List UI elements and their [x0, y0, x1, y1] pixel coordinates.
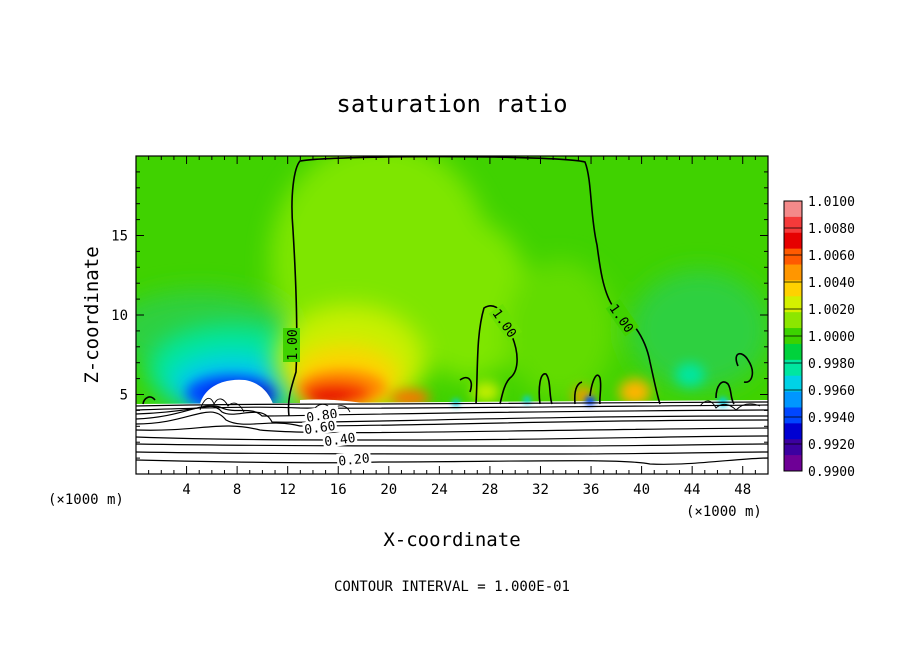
y-tick-label: 15 — [111, 229, 128, 245]
colorbar-label: 1.0100 — [808, 195, 855, 210]
x-tick-label: 40 — [633, 482, 650, 498]
x-tick-label: 4 — [182, 482, 190, 498]
plot-area — [136, 156, 768, 474]
x-unit-left: (×1000 m) — [48, 492, 124, 508]
colorbar-swatch — [784, 343, 802, 361]
colorbar-label: 1.0060 — [808, 249, 855, 264]
colorbar-swatch — [784, 248, 802, 266]
colorbar-swatch — [784, 455, 802, 472]
contour-label-0-20: 0.20 — [338, 451, 371, 469]
colorbar-swatch — [784, 216, 802, 234]
x-tick-label: 8 — [233, 482, 241, 498]
colorbar-swatch — [784, 312, 802, 329]
x-tick-label: 48 — [734, 482, 751, 498]
colorbar-label: 0.9920 — [808, 438, 855, 453]
contour-label-1-00-a: 1.00 — [286, 329, 301, 360]
x-tick-label: 28 — [481, 482, 498, 498]
colorbar-swatch — [784, 375, 802, 393]
x-axis: 4 8 12 16 20 24 28 32 36 40 44 48 — [148, 156, 756, 498]
x-tick-label: 16 — [330, 482, 347, 498]
colorbar-label: 1.0000 — [808, 330, 855, 345]
colorbar-label: 0.9960 — [808, 384, 855, 399]
colorbar-label: 0.9940 — [808, 411, 855, 426]
colorbar-swatch — [784, 280, 802, 297]
colorbar-swatch — [784, 391, 802, 408]
x-tick-label: 44 — [684, 482, 701, 498]
contour-bands — [136, 401, 768, 465]
colorbar: 1.0100 1.0080 1.0060 1.0040 1.0020 1.0000 0.99… — [783, 195, 855, 480]
colorbar-swatch — [784, 407, 802, 424]
x-axis-label: X-coordinate — [383, 529, 520, 551]
colorbar-label: 1.0080 — [808, 222, 855, 237]
colorbar-swatch — [784, 423, 802, 440]
y-tick-label: 10 — [111, 308, 128, 324]
colorbar-label: 1.0040 — [808, 276, 855, 291]
x-unit-right: (×1000 m) — [686, 504, 762, 520]
x-tick-label: 20 — [380, 482, 397, 498]
colorbar-swatch — [784, 296, 802, 313]
contour-interval-note: CONTOUR INTERVAL = 1.000E-01 — [334, 579, 570, 595]
x-tick-label: 12 — [279, 482, 296, 498]
contour-label-0-40: 0.40 — [324, 431, 357, 450]
colorbar-label: 0.9980 — [808, 357, 855, 372]
colorbar-label: 0.9900 — [808, 465, 855, 480]
x-tick-label: 36 — [583, 482, 600, 498]
contour-label-0-60: 0.60 — [304, 419, 337, 438]
contour-labels: 1.00 1.00 1.00 0.80 0.60 0.40 0.20 — [283, 298, 640, 470]
y-axis-label: Z-coordinate — [81, 246, 103, 383]
chart-title: saturation ratio — [336, 90, 567, 118]
colorbar-label: 1.0020 — [808, 303, 855, 318]
colorbar-swatch — [784, 201, 802, 218]
x-tick-label: 24 — [431, 482, 448, 498]
x-tick-label: 32 — [532, 482, 549, 498]
colorbar-swatch — [784, 232, 802, 250]
colorbar-swatch — [784, 264, 802, 281]
y-tick-label: 5 — [120, 388, 128, 404]
colorbar-swatch — [784, 359, 802, 377]
y-axis: 5 10 15 — [111, 171, 768, 459]
colorbar-swatch — [784, 439, 802, 456]
